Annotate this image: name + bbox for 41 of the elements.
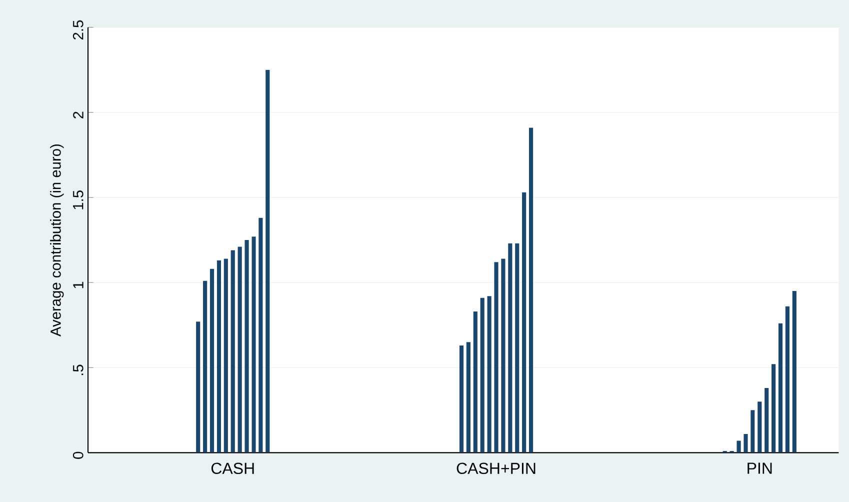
y-tick-label: .5 [73, 364, 84, 376]
x-tick-label: CASH+PIN [456, 462, 536, 474]
y-tick-label: 1 [73, 282, 84, 288]
bar [216, 260, 222, 453]
bar [466, 342, 470, 453]
y-tick-label: 2 [73, 112, 84, 118]
bar [736, 440, 741, 453]
bar [501, 258, 506, 453]
bar [203, 280, 208, 453]
bar [785, 306, 790, 453]
y-tick-label: 0 [72, 452, 84, 459]
bar [772, 364, 776, 453]
bar [744, 434, 748, 453]
bar [210, 268, 214, 453]
bar [230, 250, 235, 453]
bar [266, 70, 270, 453]
x-tick-label: CASH [211, 462, 254, 474]
bar [778, 323, 783, 453]
x-tick-label: PIN [748, 462, 772, 474]
bar [473, 311, 478, 453]
bar [252, 236, 256, 453]
bar [480, 298, 484, 453]
bar [508, 243, 512, 453]
bar [258, 218, 263, 453]
bar [459, 345, 464, 453]
bar [528, 128, 534, 453]
bar [758, 402, 762, 453]
bar [494, 262, 498, 453]
bar [764, 388, 769, 453]
bar [244, 240, 249, 453]
y-tick-label: 2.5 [72, 20, 84, 40]
bar [515, 243, 520, 453]
bar [522, 192, 526, 453]
bar [792, 291, 796, 453]
bar [238, 246, 242, 453]
bar [487, 296, 492, 453]
y-axis-title: Average contribution (in euro) [50, 144, 64, 336]
y-tick-label: 1.5 [73, 190, 84, 210]
bar [750, 410, 755, 453]
bar [196, 322, 200, 453]
bar [224, 258, 228, 453]
